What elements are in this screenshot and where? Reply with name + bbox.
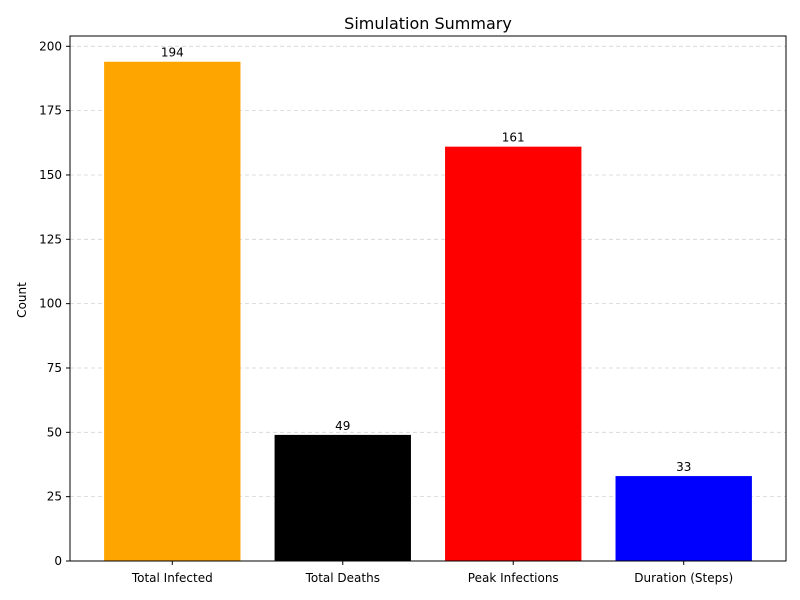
x-tick-label: Peak Infections <box>468 571 559 585</box>
y-tick-label: 100 <box>39 297 62 311</box>
plot-area-frame <box>69 35 787 562</box>
bar-value-label: 161 <box>502 131 525 145</box>
bar-total-infected <box>104 61 241 562</box>
bar-value-label: 49 <box>335 419 350 433</box>
y-tick-label: 200 <box>39 39 62 53</box>
y-tick-label: 75 <box>47 361 62 375</box>
bars <box>104 61 752 562</box>
bar-value-label: 194 <box>161 46 184 60</box>
y-axis-ticks: 0 25 50 75 100 125 150 175 200 <box>39 39 70 568</box>
y-tick-label: 150 <box>39 168 62 182</box>
x-axis-ticks: Total Infected Total Deaths Peak Infection… <box>131 561 733 585</box>
chart-title: Simulation Summary <box>344 14 512 33</box>
bar-duration-steps <box>615 476 752 561</box>
y-tick-label: 125 <box>39 232 62 246</box>
x-tick-label: Duration (Steps) <box>634 571 733 585</box>
y-tick-label: 0 <box>54 554 62 568</box>
data-labels: 194 49 161 33 <box>161 46 692 474</box>
bar-peak-infections <box>445 146 582 562</box>
y-axis-label: Count <box>15 282 29 318</box>
bar-total-deaths <box>274 434 411 561</box>
y-tick-label: 25 <box>47 490 62 504</box>
x-tick-label: Total Deaths <box>305 571 380 585</box>
x-tick-label: Total Infected <box>131 571 213 585</box>
y-tick-label: 175 <box>39 104 62 118</box>
y-tick-label: 50 <box>47 425 62 439</box>
bar-value-label: 33 <box>676 460 691 474</box>
